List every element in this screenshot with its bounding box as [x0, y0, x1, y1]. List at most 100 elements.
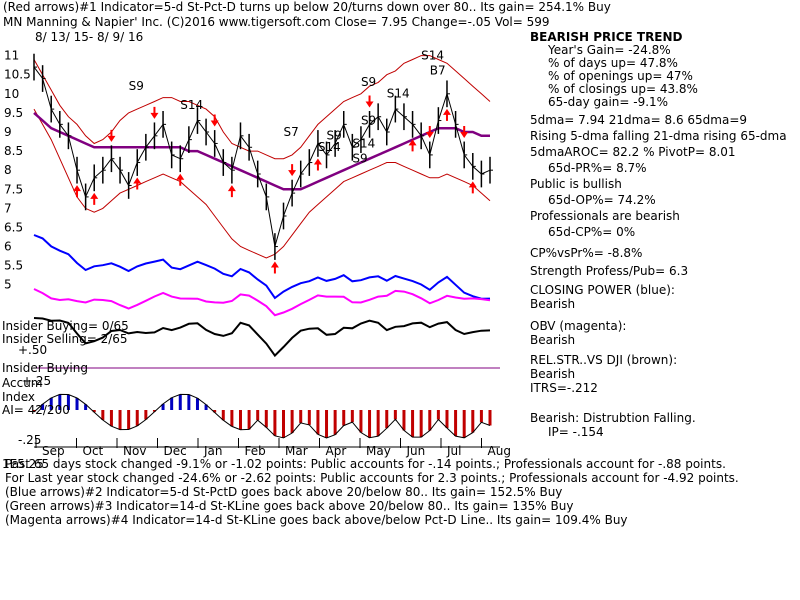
y-tick-label: 6 — [4, 240, 12, 254]
signal-label: S14 — [318, 140, 341, 154]
y-tick-label: 7 — [4, 201, 12, 215]
y-tick-label: 9.5 — [4, 106, 23, 120]
footer-line: (Blue arrows)#2 Indicator=5-d St-PctD go… — [5, 485, 563, 499]
footer-line: (Magenta arrows)#4 Indicator=14-d St-KLi… — [5, 513, 628, 527]
accum-label: Accum — [2, 376, 43, 390]
sell-arrow — [210, 114, 219, 127]
accum-index — [32, 393, 492, 439]
stat-line: IP= -.154 — [548, 425, 604, 439]
x-tick-label: Mar — [285, 444, 308, 458]
x-tick-label: May — [366, 444, 391, 458]
stat-line: 65d-OP%= 74.2% — [548, 193, 656, 207]
x-tick-label: Feb — [245, 444, 266, 458]
footer-line: Past 65 days stock changed -9.1% or -1.0… — [5, 457, 726, 471]
stat-line: ITRS=-.212 — [530, 381, 598, 395]
y-tick-label: 8 — [4, 163, 12, 177]
signal-label: S9 — [361, 113, 376, 127]
buy-arrow — [176, 173, 185, 186]
signal-label: S9 — [129, 79, 144, 93]
minus-25-label: -.25 — [18, 433, 42, 447]
stat-line: REL.STR..VS DJI (brown): — [530, 353, 678, 367]
rel-strength-line — [33, 317, 491, 358]
stat-line: % of openings up= 47% — [548, 69, 693, 83]
y-tick-label: 10.5 — [4, 68, 31, 82]
insider-buying-label: Insider Buying= 0/65 — [2, 319, 129, 333]
buy-arrow — [133, 177, 142, 190]
x-tick-label: Sep — [42, 444, 65, 458]
signal-label: S9 — [327, 129, 342, 143]
x-tick-label: Jun — [406, 444, 426, 458]
price-bars — [33, 53, 493, 260]
trend-title: BEARISH PRICE TREND — [530, 30, 683, 44]
sell-arrow — [425, 126, 434, 138]
date-range: 8/ 13/ 15- 8/ 9/ 16 — [35, 30, 144, 44]
signal-label: B7 — [430, 64, 446, 78]
stat-line: 5dmaAROC= 82.2 % PivotP= 8.01 — [530, 145, 736, 159]
stat-line: % of closings up= 43.8% — [548, 82, 698, 96]
plus-50-label: +.50 — [18, 343, 48, 357]
stat-line: Bearish — [530, 297, 576, 311]
signal-label: S7 — [284, 125, 299, 139]
signal-label: S14 — [352, 136, 375, 150]
x-tick-label: Oct — [83, 444, 104, 458]
y-tick-label: 8.5 — [4, 144, 23, 158]
stat-line: 5dma= 7.94 21dma= 8.6 65dma=9 — [530, 113, 748, 127]
x-tick-label: Jan — [203, 444, 223, 458]
x-tick-label: Aug — [488, 444, 511, 458]
buy-arrow — [408, 139, 417, 152]
ma65-line — [33, 111, 490, 191]
buy-arrow — [90, 192, 99, 205]
stat-line: Bearish — [530, 367, 576, 381]
x-tick-label: Dec — [164, 444, 187, 458]
y-tick-label: 6.5 — [4, 220, 23, 234]
index-label: Index — [2, 390, 36, 404]
stat-line: CP%vsPr%= -8.8% — [530, 246, 643, 260]
closing-power-line — [33, 234, 491, 300]
x-tick-label: Jul — [446, 444, 461, 458]
sell-arrow — [365, 95, 374, 108]
stat-line: Strength Profess/Pub= 6.3 — [530, 264, 689, 278]
buy-arrow — [468, 181, 477, 194]
stat-line: 65-day gain= -9.1% — [548, 95, 669, 109]
ma-bands — [33, 55, 491, 259]
stat-line: OBV (magenta): — [530, 319, 627, 333]
signal-label: S14 — [421, 48, 444, 62]
indicator-lines — [33, 234, 491, 358]
stat-line: Rising 5-dma falling 21-dma rising 65-dm… — [530, 129, 787, 143]
sell-arrow — [150, 106, 159, 119]
buy-arrow — [313, 158, 322, 171]
y-tick-label: 7.5 — [4, 182, 23, 196]
accum-line — [33, 393, 491, 439]
insider-buying-label-2: Insider Buying — [2, 361, 88, 375]
buy-arrow — [442, 108, 451, 121]
stat-line: 65d-PR%= 8.7% — [548, 161, 647, 175]
y-tick-label: 9 — [4, 125, 12, 139]
signal-label: S9 — [361, 75, 376, 89]
ticker-line: MN Manning & Napier' Inc. (C)2016 www.ti… — [3, 15, 550, 29]
grid-layer — [34, 367, 500, 448]
stat-line: Bearish: Distrubtion Falling. — [530, 411, 696, 425]
signal-label: S14 — [387, 87, 410, 101]
y-tick-label: 5.5 — [4, 259, 23, 273]
signal-label: S14 — [180, 98, 203, 112]
stat-line: CLOSING POWER (blue): — [530, 283, 675, 297]
sell-arrow — [288, 164, 297, 177]
sell-arrow — [460, 126, 469, 138]
price-line — [33, 66, 491, 247]
buy-arrow — [270, 261, 279, 274]
footer-line: For Last year stock changed -24.6% or -2… — [5, 471, 739, 485]
indicator-line: (Red arrows)#1 Indicator=5-d St-Pct-D tu… — [3, 0, 611, 14]
ma-lower-band — [33, 108, 491, 259]
stat-line: Professionals are bearish — [530, 209, 680, 223]
plus-25-label: +.25 — [22, 374, 52, 388]
corner-label: 1E5.25 — [2, 457, 44, 471]
stat-line: Bearish — [530, 333, 576, 347]
stat-line: % of days up= 47.8% — [548, 56, 678, 70]
y-tick-label: 10 — [4, 87, 19, 101]
sell-arrow — [107, 129, 116, 142]
signal-label: S9 — [352, 152, 367, 166]
buy-arrow — [73, 185, 82, 198]
ma-upper-band — [33, 55, 491, 160]
stat-line: Public is bullish — [530, 177, 622, 191]
